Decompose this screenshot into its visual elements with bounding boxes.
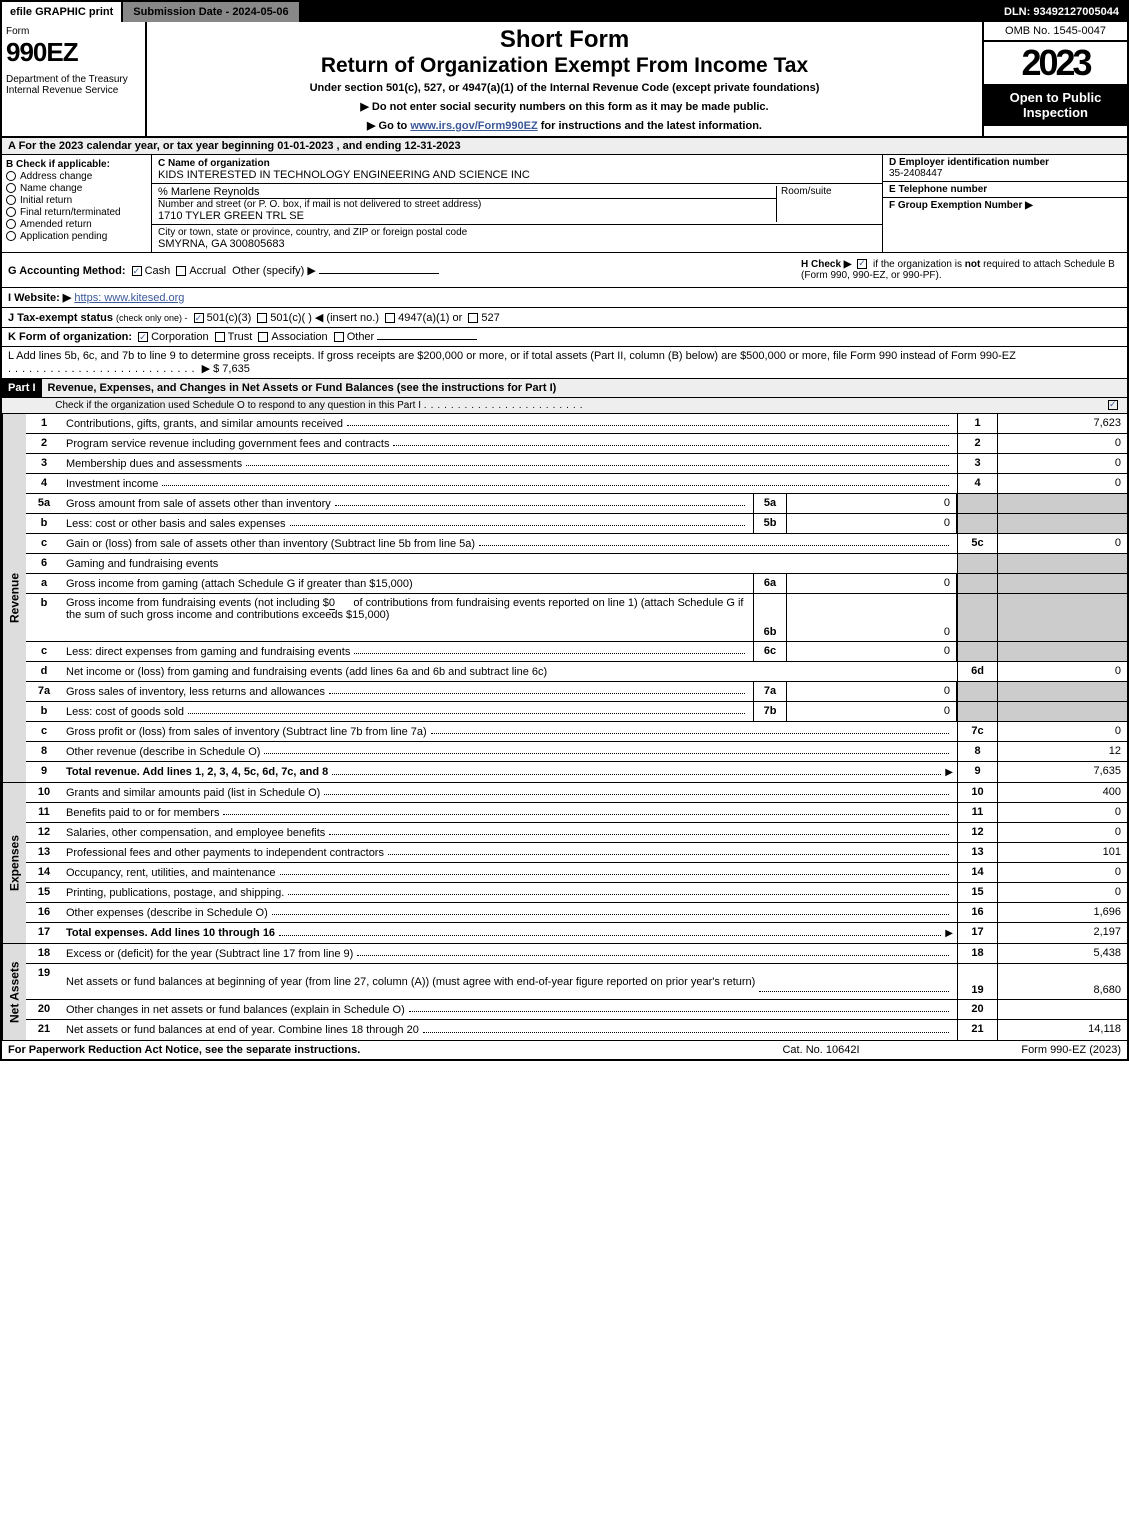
open-public-badge: Open to Public Inspection xyxy=(984,84,1127,126)
part-i-schedule-o-check: Check if the organization used Schedule … xyxy=(2,398,1127,414)
footer-form-ref: Form 990-EZ (2023) xyxy=(921,1044,1121,1056)
revenue-label: Revenue xyxy=(2,414,26,782)
line-13-value: 101 xyxy=(997,843,1127,862)
org-name: KIDS INTERESTED IN TECHNOLOGY ENGINEERIN… xyxy=(158,169,530,181)
room-suite-label: Room/suite xyxy=(776,186,876,222)
row-g-h: G Accounting Method: Cash Accrual Other … xyxy=(2,253,1127,288)
checkbox-accrual[interactable] xyxy=(176,266,186,276)
checkbox-final-return[interactable] xyxy=(6,207,16,217)
city-state-zip: SMYRNA, GA 300805683 xyxy=(158,238,876,250)
checkbox-name-change[interactable] xyxy=(6,183,16,193)
part-i-header: Part I Revenue, Expenses, and Changes in… xyxy=(2,379,1127,398)
subtitle: Under section 501(c), 527, or 4947(a)(1)… xyxy=(151,82,978,94)
line-7a-value: 0 xyxy=(787,682,957,701)
section-b: B Check if applicable: Address change Na… xyxy=(2,155,152,252)
row-k: K Form of organization: Corporation Trus… xyxy=(2,328,1127,347)
line-16-value: 1,696 xyxy=(997,903,1127,922)
line-7b-value: 0 xyxy=(787,702,957,721)
website-link[interactable]: https: www.kitesed.org xyxy=(74,292,184,304)
section-h: H Check ▶ if the organization is not req… xyxy=(801,259,1121,281)
footer-cat-no: Cat. No. 10642I xyxy=(721,1044,921,1056)
gross-receipts: ▶ $ 7,635 xyxy=(202,363,250,375)
line-4-value: 0 xyxy=(997,474,1127,493)
line-21-value: 14,118 xyxy=(997,1020,1127,1040)
checkbox-schedule-o[interactable] xyxy=(1108,400,1118,410)
line-5c-value: 0 xyxy=(997,534,1127,553)
line-10-value: 400 xyxy=(997,783,1127,802)
header-row: Form 990EZ Department of the Treasury In… xyxy=(2,22,1127,138)
line-18-value: 5,438 xyxy=(997,944,1127,963)
department: Department of the Treasury Internal Reve… xyxy=(6,74,141,96)
efile-label: efile GRAPHIC print xyxy=(2,2,123,22)
tax-year: 2023 xyxy=(984,42,1127,84)
submission-date: Submission Date - 2024-05-06 xyxy=(123,2,300,22)
instruction-2: ▶ Go to www.irs.gov/Form990EZ for instru… xyxy=(151,119,978,132)
instructions-link[interactable]: www.irs.gov/Form990EZ xyxy=(410,120,537,132)
checkbox-501c3[interactable] xyxy=(194,313,204,323)
line-12-value: 0 xyxy=(997,823,1127,842)
net-assets-section: Net Assets 18Excess or (deficit) for the… xyxy=(2,944,1127,1040)
line-2-value: 0 xyxy=(997,434,1127,453)
ein: 35-2408447 xyxy=(889,168,942,179)
row-i: I Website: ▶ https: www.kitesed.org xyxy=(2,288,1127,308)
street-address: 1710 TYLER GREEN TRL SE xyxy=(158,210,776,222)
line-6c-value: 0 xyxy=(787,642,957,661)
form-label: Form xyxy=(6,26,141,37)
checkbox-address-change[interactable] xyxy=(6,171,16,181)
footer-left: For Paperwork Reduction Act Notice, see … xyxy=(8,1044,721,1056)
checkbox-application-pending[interactable] xyxy=(6,231,16,241)
line-17-value: 2,197 xyxy=(997,923,1127,943)
net-assets-label: Net Assets xyxy=(2,944,26,1040)
instruction-1: ▶ Do not enter social security numbers o… xyxy=(151,100,978,113)
title-main: Return of Organization Exempt From Incom… xyxy=(151,54,978,78)
line-7c-value: 0 xyxy=(997,722,1127,741)
revenue-section: Revenue 1Contributions, gifts, grants, a… xyxy=(2,414,1127,783)
header-left: Form 990EZ Department of the Treasury In… xyxy=(2,22,147,136)
line-11-value: 0 xyxy=(997,803,1127,822)
line-6b-value: 0 xyxy=(787,594,957,641)
dln: DLN: 93492127005044 xyxy=(996,2,1127,22)
checkbox-corporation[interactable] xyxy=(138,332,148,342)
care-of: % Marlene Reynolds xyxy=(158,186,776,199)
title-short: Short Form xyxy=(151,26,978,54)
line-6a-value: 0 xyxy=(787,574,957,593)
checkbox-initial-return[interactable] xyxy=(6,195,16,205)
line-5a-value: 0 xyxy=(787,494,957,513)
header-center: Short Form Return of Organization Exempt… xyxy=(147,22,982,136)
line-20-value xyxy=(997,1000,1127,1019)
checkbox-schedule-b-not-required[interactable] xyxy=(857,259,867,269)
checkbox-501c[interactable] xyxy=(257,313,267,323)
row-j: J Tax-exempt status (check only one) - 5… xyxy=(2,308,1127,328)
expenses-label: Expenses xyxy=(2,783,26,943)
form-container: efile GRAPHIC print Submission Date - 20… xyxy=(0,0,1129,1061)
line-8-value: 12 xyxy=(997,742,1127,761)
section-a: A For the 2023 calendar year, or tax yea… xyxy=(2,138,1127,155)
line-15-value: 0 xyxy=(997,883,1127,902)
line-3-value: 0 xyxy=(997,454,1127,473)
form-number: 990EZ xyxy=(6,37,141,68)
checkbox-527[interactable] xyxy=(468,313,478,323)
checkbox-4947[interactable] xyxy=(385,313,395,323)
checkbox-cash[interactable] xyxy=(132,266,142,276)
section-de: D Employer identification number 35-2408… xyxy=(882,155,1127,252)
line-14-value: 0 xyxy=(997,863,1127,882)
line-5b-value: 0 xyxy=(787,514,957,533)
line-19-value: 8,680 xyxy=(997,964,1127,999)
checkbox-association[interactable] xyxy=(258,332,268,342)
row-l: L Add lines 5b, 6c, and 7b to line 9 to … xyxy=(2,347,1127,379)
bcde-row: B Check if applicable: Address change Na… xyxy=(2,155,1127,253)
checkbox-other-org[interactable] xyxy=(334,332,344,342)
checkbox-amended-return[interactable] xyxy=(6,219,16,229)
line-1-value: 7,623 xyxy=(997,414,1127,433)
top-bar: efile GRAPHIC print Submission Date - 20… xyxy=(2,2,1127,22)
omb-number: OMB No. 1545-0047 xyxy=(984,22,1127,42)
line-9-value: 7,635 xyxy=(997,762,1127,782)
line-6d-value: 0 xyxy=(997,662,1127,681)
footer: For Paperwork Reduction Act Notice, see … xyxy=(2,1040,1127,1059)
section-c: C Name of organization KIDS INTERESTED I… xyxy=(152,155,882,252)
header-right: OMB No. 1545-0047 2023 Open to Public In… xyxy=(982,22,1127,136)
expenses-section: Expenses 10Grants and similar amounts pa… xyxy=(2,783,1127,944)
checkbox-trust[interactable] xyxy=(215,332,225,342)
